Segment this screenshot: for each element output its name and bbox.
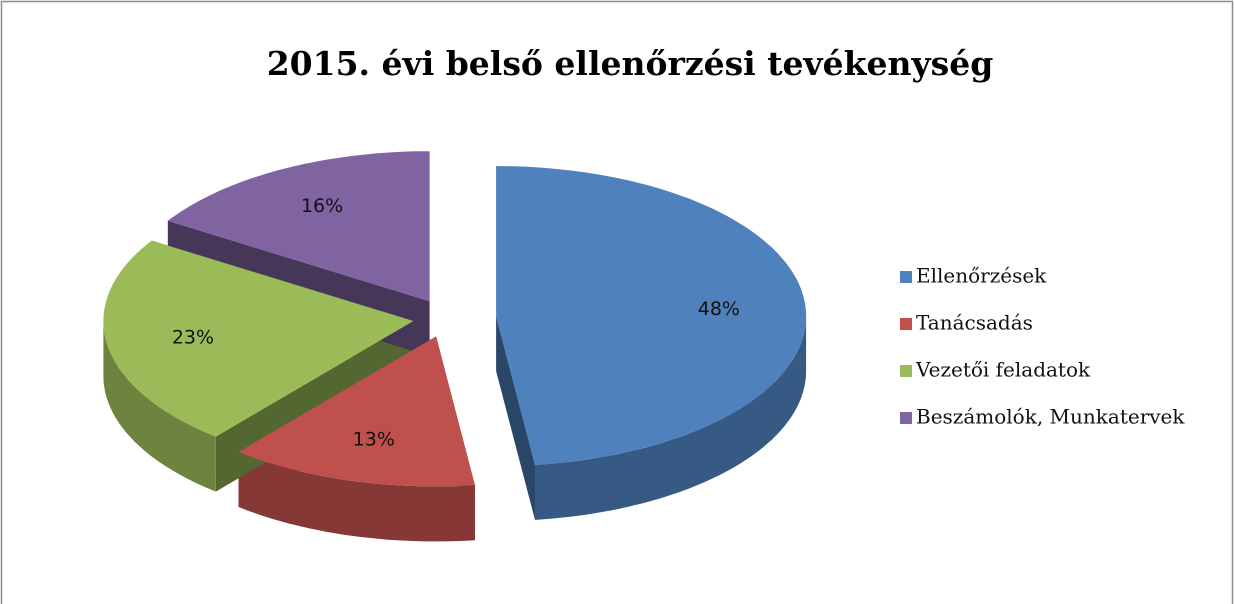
data-label: 23%	[172, 326, 214, 348]
legend-label: Tanácsadás	[916, 311, 1033, 335]
data-label: 48%	[698, 298, 740, 320]
legend-label: Beszámolók, Munkatervek	[916, 405, 1185, 429]
data-label: 13%	[353, 429, 395, 451]
legend-label: Vezetői feladatok	[915, 358, 1091, 382]
slice-side	[496, 316, 535, 520]
chart-title: 2015. évi belső ellenőrzési tevékenység	[267, 44, 994, 83]
slice	[167, 151, 430, 302]
slice-wall	[103, 321, 216, 492]
data-label: 16%	[301, 195, 343, 217]
slice-wall	[238, 452, 475, 542]
legend-swatch	[900, 412, 912, 424]
legend-swatch	[900, 318, 912, 330]
slice	[238, 336, 475, 487]
slice	[496, 166, 807, 465]
legend-swatch	[900, 365, 912, 377]
legend-swatch	[900, 271, 912, 283]
slice	[103, 240, 414, 437]
slice-wall	[535, 316, 807, 520]
legend-label: Ellenőrzések	[916, 264, 1047, 288]
